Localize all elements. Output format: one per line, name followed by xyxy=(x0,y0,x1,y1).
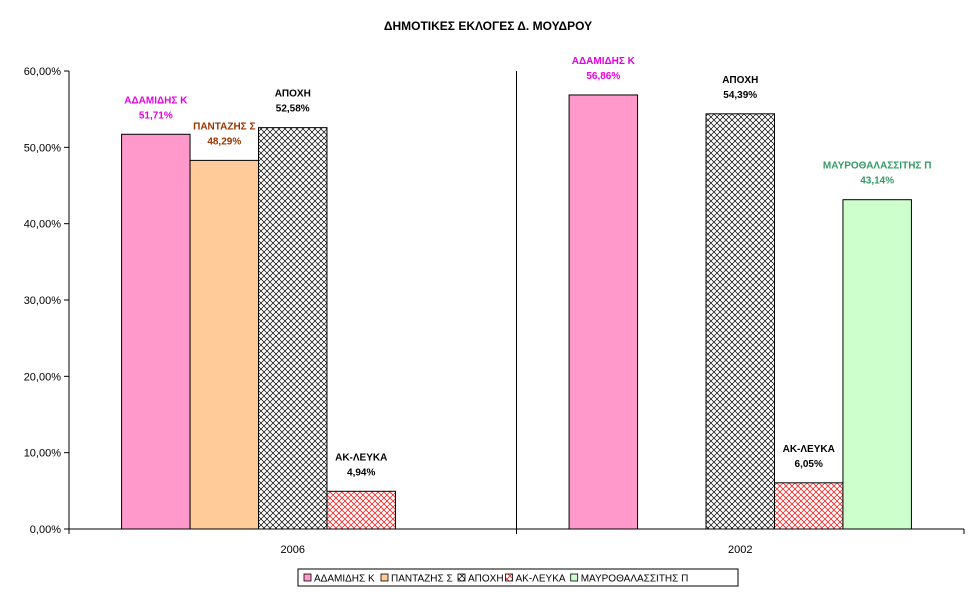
data-label-series: ΑΠΟΧΗ xyxy=(275,89,311,100)
x-category-label: 2006 xyxy=(281,544,305,556)
y-tick-label: 10,00% xyxy=(24,448,62,460)
data-label-series: ΑΔΑΜΙΔΗΣ Κ xyxy=(124,95,188,106)
data-label-value: 56,86% xyxy=(586,71,620,82)
data-label-value: 51,71% xyxy=(139,110,173,121)
data-label-value: 6,05% xyxy=(795,459,823,470)
legend-swatch xyxy=(457,573,466,582)
bar xyxy=(773,482,844,530)
bar xyxy=(189,159,260,530)
y-tick-label: 60,00% xyxy=(24,66,62,78)
bar xyxy=(326,490,396,530)
data-label-series: ΜΑΥΡΟΘΑΛΑΣΣΙΤΗΣ Π xyxy=(823,161,932,172)
data-label-series: ΑΠΟΧΗ xyxy=(722,75,758,86)
legend-entry: ΠΑΝΤΑΖΗΣ Σ xyxy=(391,574,453,585)
bar xyxy=(705,113,775,530)
bars xyxy=(121,94,912,530)
legend: ΑΔΑΜΙΔΗΣ Κ ΠΑΝΤΑΖΗΣ Σ ΑΠΟΧΗ ΑΚ-ΛΕΥΚΑ ΜΑΥΡΟΘΑ… xyxy=(297,568,739,587)
bar xyxy=(258,127,328,530)
legend-entry: ΜΑΥΡΟΘΑΛΑΣΣΙΤΗΣ Π xyxy=(581,574,689,585)
y-tick-label: 40,00% xyxy=(24,219,62,231)
y-tick-label: 0,00% xyxy=(30,524,61,536)
data-label-series: ΑΔΑΜΙΔΗΣ Κ xyxy=(572,56,636,67)
legend-entry: ΑΔΑΜΙΔΗΣ Κ xyxy=(314,574,375,585)
bar xyxy=(121,133,191,530)
chart-title: ΔΗΜΟΤΙΚΕΣ ΕΚΛΟΓΕΣ Δ. ΜΟΥΔΡΟΥ xyxy=(384,19,592,33)
legend-swatch xyxy=(380,573,389,582)
data-label-series: ΑΚ-ΛΕΥΚΑ xyxy=(783,444,835,455)
data-label-value: 52,58% xyxy=(276,104,310,115)
data-label-value: 43,14% xyxy=(860,176,894,187)
legend-swatch xyxy=(303,573,312,582)
legend-box xyxy=(297,568,739,587)
y-tick-label: 30,00% xyxy=(24,295,62,307)
x-category-label: 2002 xyxy=(728,544,752,556)
y-tick-label: 20,00% xyxy=(24,371,62,383)
data-label-series: ΑΚ-ΛΕΥΚΑ xyxy=(335,452,387,463)
y-tick-label: 50,00% xyxy=(24,142,62,154)
data-label-series: ΠΑΝΤΑΖΗΣ Σ xyxy=(193,121,255,132)
legend-swatch xyxy=(505,573,513,582)
legend-entry: ΑΚ-ΛΕΥΚΑ xyxy=(516,574,566,585)
data-label-value: 54,39% xyxy=(723,90,757,101)
data-label-value: 4,94% xyxy=(347,467,375,478)
data-labels: ΑΔΑΜΙΔΗΣ Κ 51,71% ΑΔΑΜΙΔΗΣ Κ 56,86% ΠΑΝΤΑΖΗΣ… xyxy=(124,56,931,478)
data-label-value: 48,29% xyxy=(207,136,241,147)
legend-swatch xyxy=(570,573,579,582)
bar xyxy=(842,199,912,530)
legend-entry: ΑΠΟΧΗ xyxy=(468,574,504,585)
bar xyxy=(568,94,639,530)
